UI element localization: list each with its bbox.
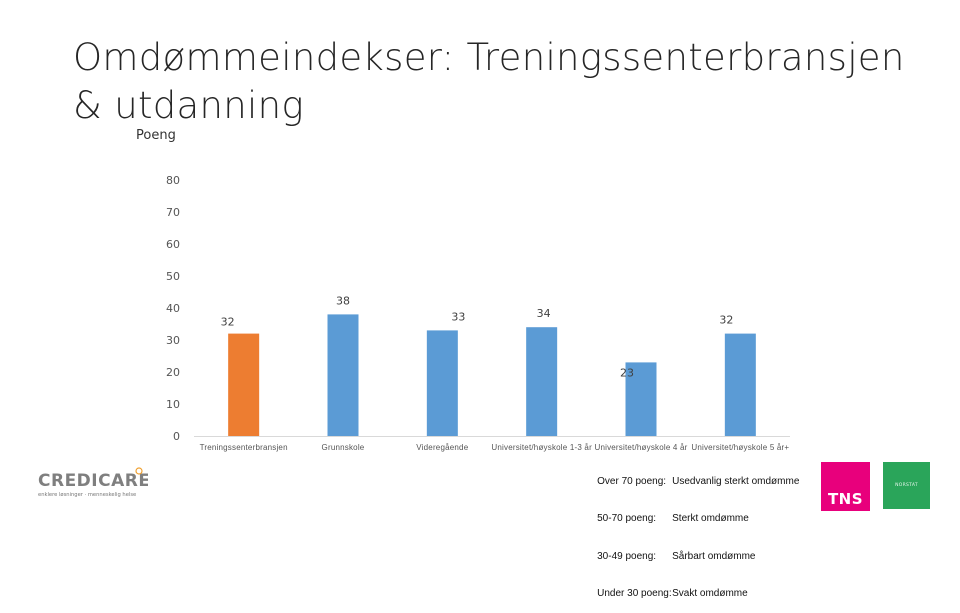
partner-logo: NORSTAT xyxy=(883,462,930,509)
x-tick-label: Universitet/høyskole 4 år xyxy=(594,443,687,452)
y-tick-label: 60 xyxy=(166,238,180,251)
bar-chart: 0 10 20 30 40 50 60 70 80 32 Treningssenterbransje… xyxy=(0,0,960,540)
legend-meaning: Svakt omdømme xyxy=(672,588,748,601)
data-label: 23 xyxy=(620,366,634,379)
y-tick-label: 30 xyxy=(166,334,180,347)
reputation-legend: Over 70 poeng:Usedvanlig sterkt omdømme … xyxy=(586,463,799,613)
y-tick-label: 80 xyxy=(166,174,180,187)
x-tick-label: Videregående xyxy=(416,443,468,452)
y-tick-label: 70 xyxy=(166,206,180,219)
legend-row: Over 70 poeng:Usedvanlig sterkt omdømme xyxy=(586,463,799,501)
legend-meaning: Usedvanlig sterkt omdømme xyxy=(672,476,799,489)
y-tick-label: 50 xyxy=(166,270,180,283)
legend-meaning: Sterkt omdømme xyxy=(672,513,749,526)
bar xyxy=(328,314,359,436)
legend-row: 50-70 poeng:Sterkt omdømme xyxy=(586,501,799,539)
bar xyxy=(725,334,756,436)
data-label: 32 xyxy=(221,316,235,329)
y-tick-label: 10 xyxy=(166,398,180,411)
bar xyxy=(427,330,458,436)
legend-range: Under 30 poeng: xyxy=(597,588,672,601)
bar xyxy=(228,334,259,436)
y-tick-label: 0 xyxy=(173,430,180,443)
legend-row: 30-49 poeng:Sårbart omdømme xyxy=(586,538,799,576)
credicare-logo: CREDICARE enklere løsninger · menneskeli… xyxy=(36,466,148,500)
data-label: 38 xyxy=(336,294,350,307)
legend-range: 30-49 poeng: xyxy=(597,551,672,564)
tns-logo: TNS xyxy=(821,462,870,511)
legend-row: Under 30 poeng:Svakt omdømme xyxy=(586,576,799,613)
legend-range: Over 70 poeng: xyxy=(597,476,672,489)
legend-range: 50-70 poeng: xyxy=(597,513,672,526)
credicare-logo-tagline: enklere løsninger · menneskelig helse xyxy=(38,492,136,498)
y-tick-label: 20 xyxy=(166,366,180,379)
data-label: 32 xyxy=(719,314,733,327)
y-tick-label: 40 xyxy=(166,302,180,315)
bar xyxy=(526,327,557,436)
x-tick-label: Universitet/høyskole 1-3 år xyxy=(491,443,592,452)
data-label: 33 xyxy=(451,310,465,323)
x-tick-label: Universitet/høyskole 5 år+ xyxy=(691,443,789,452)
x-tick-label: Treningssenterbransjen xyxy=(200,443,288,452)
x-tick-label: Grunnskole xyxy=(322,443,365,452)
legend-meaning: Sårbart omdømme xyxy=(672,551,755,564)
data-label: 34 xyxy=(537,307,551,320)
credicare-logo-name: CREDICARE xyxy=(38,471,148,491)
